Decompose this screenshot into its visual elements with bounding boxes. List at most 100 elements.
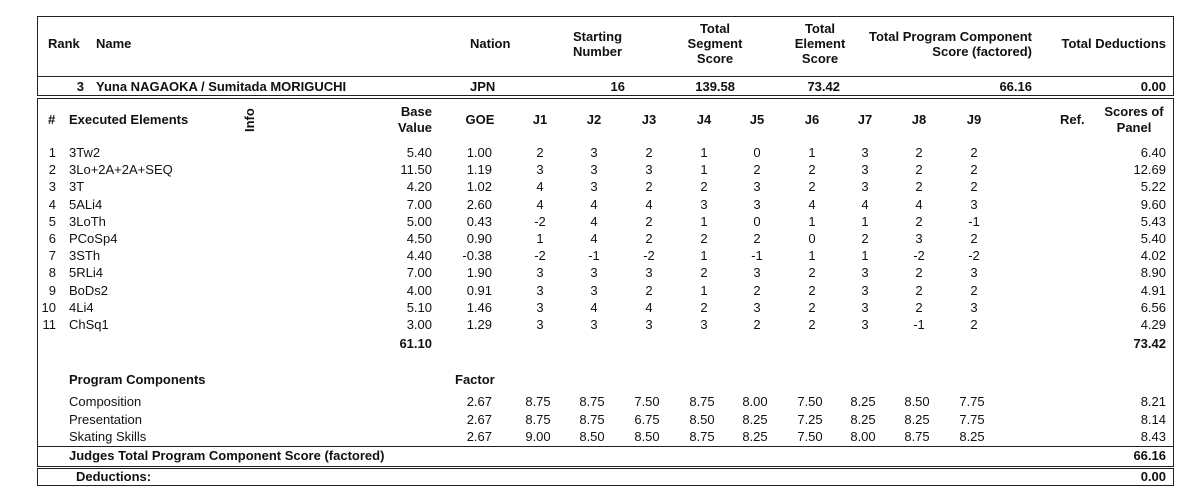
component-row-j6: 7.50 — [797, 429, 823, 445]
element-row-j7: 3 — [861, 265, 869, 281]
element-row-j5: 0 — [753, 213, 761, 229]
element-row-j7: 3 — [861, 282, 869, 298]
element-row-j5: -1 — [751, 248, 763, 264]
judge-header-j8: J8 — [911, 112, 927, 127]
element-row-j4: 2 — [700, 299, 708, 315]
element-row-j8: 3 — [915, 231, 923, 246]
starting-number-label-1: Starting — [572, 29, 623, 44]
factor-label: Factor — [455, 372, 495, 387]
element-row-j9: 2 — [970, 145, 978, 160]
element-row-j3: 2 — [645, 231, 653, 246]
component-row-score: 8.21 — [1140, 394, 1166, 409]
tpcs-label-2: Score (factored) — [932, 44, 1032, 59]
elements-total-score: 73.42 — [1133, 336, 1166, 351]
element-row-goe: 1.90 — [466, 265, 492, 281]
element-row-num: 7 — [48, 248, 56, 264]
element-row-goe: 1.29 — [466, 317, 492, 332]
element-row-score: 8.90 — [1140, 265, 1166, 281]
element-row-goe: 0.43 — [466, 213, 492, 229]
component-row-j7: 8.00 — [850, 429, 876, 445]
element-row-j5: 0 — [753, 145, 761, 160]
component-row-j3: 6.75 — [634, 411, 660, 427]
element-row-j4: 1 — [700, 282, 708, 298]
base-value-label-1: Base — [400, 104, 432, 119]
component-row-j2: 8.50 — [579, 429, 605, 445]
component-row-score: 8.14 — [1140, 411, 1166, 427]
element-row-base-value: 3.00 — [406, 317, 432, 332]
component-row-j7: 8.25 — [850, 411, 876, 427]
element-row-j6: 2 — [808, 299, 816, 315]
total-element-label-2: Element — [794, 36, 846, 51]
component-row-j4: 8.50 — [689, 411, 715, 427]
element-row-j1: 3 — [536, 162, 544, 178]
element-row-j8: 2 — [915, 213, 923, 229]
judge-header-j6: J6 — [804, 112, 820, 127]
element-row-j7: 3 — [861, 162, 869, 178]
element-row-name: 4Li4 — [69, 299, 94, 315]
element-row-score: 6.40 — [1140, 145, 1166, 160]
component-row-j9: 7.75 — [959, 394, 985, 409]
judges-total-label: Judges Total Program Component Score (fa… — [69, 448, 385, 463]
component-row-j5: 8.25 — [742, 429, 768, 445]
skater-total-segment-score: 139.58 — [695, 79, 735, 94]
total-segment-label-3: Score — [696, 51, 734, 66]
component-row-j4: 8.75 — [689, 394, 715, 409]
element-row-j2: -1 — [588, 248, 600, 264]
element-row-j8: 4 — [915, 196, 923, 212]
element-row-j9: 3 — [970, 265, 978, 281]
element-row-j7: 1 — [861, 213, 869, 229]
program-components-label: Program Components — [69, 372, 206, 387]
element-row-base-value: 4.50 — [406, 231, 432, 246]
component-row-j7: 8.25 — [850, 394, 876, 409]
element-row-score: 4.91 — [1140, 282, 1166, 298]
skater-tpcs: 66.16 — [999, 79, 1032, 94]
skater-nation: JPN — [470, 79, 496, 94]
element-row-j9: 2 — [970, 317, 978, 332]
element-row-name: 5RLi4 — [69, 265, 103, 281]
element-row-j1: 2 — [536, 145, 544, 160]
element-row-name: 3STh — [69, 248, 101, 264]
skater-total-deductions: 0.00 — [1140, 79, 1166, 94]
element-row-j7: 4 — [861, 196, 869, 212]
judge-header-j4: J4 — [696, 112, 712, 127]
element-row-j1: -2 — [534, 213, 546, 229]
component-row-j3: 7.50 — [634, 394, 660, 409]
skater-starting-number: 16 — [610, 79, 625, 94]
component-row-j5: 8.00 — [742, 394, 768, 409]
element-row-j4: 2 — [700, 231, 708, 246]
element-row-j5: 3 — [753, 299, 761, 315]
element-row-name: PCoSp4 — [69, 231, 118, 246]
element-row-j6: 1 — [808, 213, 816, 229]
element-row-j7: 3 — [861, 299, 869, 315]
element-row-num: 2 — [48, 162, 56, 178]
element-row-j5: 2 — [753, 162, 761, 178]
element-row-j5: 2 — [753, 317, 761, 332]
total-element-label-3: Score — [801, 51, 839, 66]
skater-total-element-score: 73.42 — [807, 79, 840, 94]
element-row-j1: 3 — [536, 265, 544, 281]
component-row-score: 8.43 — [1140, 429, 1166, 445]
element-row-j9: 3 — [970, 299, 978, 315]
element-row-num: 1 — [48, 145, 56, 160]
judge-header-j2: J2 — [586, 112, 602, 127]
element-row-j9: 2 — [970, 282, 978, 298]
element-row-j2: 3 — [590, 162, 598, 178]
element-row-goe: 1.19 — [466, 162, 492, 178]
element-row-j8: -1 — [913, 317, 925, 332]
component-row-j1: 9.00 — [525, 429, 551, 445]
component-row-j8: 8.25 — [904, 411, 930, 427]
element-row-j4: 2 — [700, 265, 708, 281]
component-row-j4: 8.75 — [689, 429, 715, 445]
component-row-j2: 8.75 — [579, 411, 605, 427]
judges-total-value: 66.16 — [1133, 448, 1166, 463]
element-row-j1: 4 — [536, 179, 544, 195]
rank-label: Rank — [48, 36, 80, 51]
ref-label: Ref. — [1060, 112, 1085, 127]
element-row-j7: 3 — [861, 179, 869, 195]
element-row-j6: 2 — [808, 162, 816, 178]
element-row-score: 9.60 — [1140, 196, 1166, 212]
element-row-j2: 4 — [590, 196, 598, 212]
element-row-base-value: 4.20 — [406, 179, 432, 195]
element-row-num: 3 — [48, 179, 56, 195]
